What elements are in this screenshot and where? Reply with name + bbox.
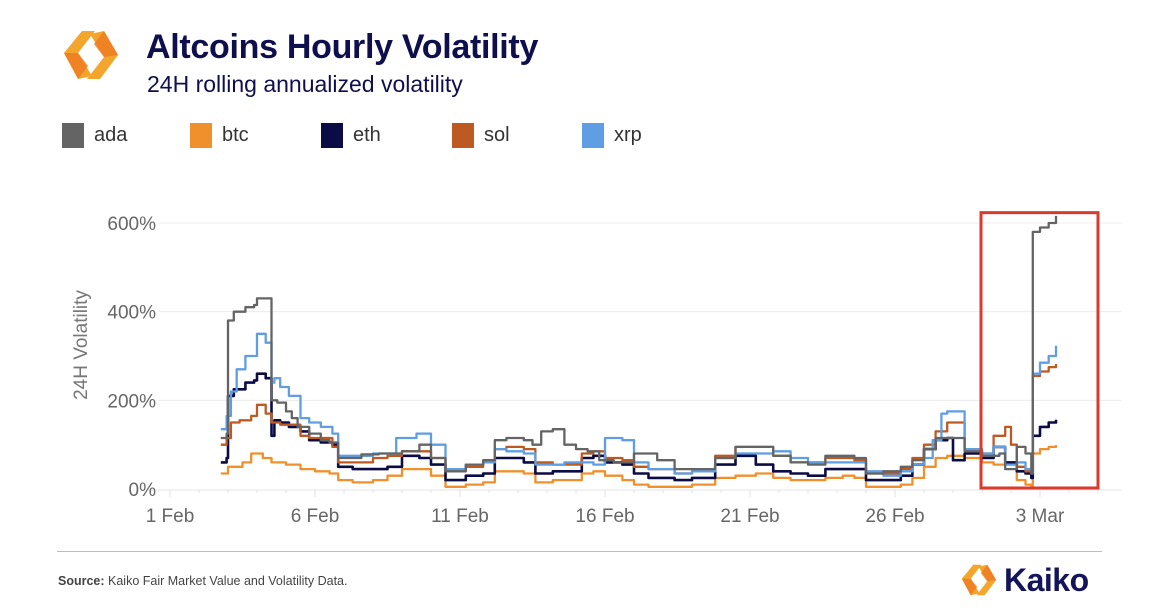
legend-item-eth: eth (321, 123, 381, 148)
x-tick-label: 21 Feb (720, 506, 779, 527)
legend-swatch-btc (190, 123, 212, 148)
legend-swatch-sol (452, 123, 474, 148)
series-line-xrp (220, 332, 1058, 477)
x-axis-labels: 1 Feb 6 Feb 11 Feb 16 Feb 21 Feb 26 Feb 3 Mar (146, 506, 1065, 527)
legend-label-xrp: xrp (614, 124, 642, 146)
brand-logo: Kaiko (958, 560, 1089, 600)
x-tick-label: 16 Feb (575, 506, 634, 527)
y-tick-label: 600% (107, 214, 156, 235)
legend-label-sol: sol (484, 124, 510, 146)
source-label: Source: (58, 574, 105, 588)
legend-swatch-eth (321, 123, 343, 148)
highlight-box (979, 211, 1100, 490)
legend-item-sol: sol (452, 123, 510, 148)
legend-item-ada: ada (62, 123, 127, 148)
series-line-ada (220, 215, 1058, 475)
volatility-chart: 0% 200% 400% 600% 1 Feb 6 Feb 11 Feb 16 Feb 21 … (71, 211, 1122, 527)
gridlines (158, 222, 1122, 401)
y-tick-label: 0% (129, 480, 157, 501)
brand-name: Kaiko (1004, 561, 1089, 598)
legend-label-ada: ada (94, 124, 128, 146)
y-axis-label: 24H Volatility (71, 290, 92, 400)
legend-swatch-ada (62, 123, 84, 148)
legend-item-btc: btc (190, 123, 249, 148)
legend-item-xrp: xrp (582, 123, 642, 148)
y-tick-label: 400% (107, 303, 156, 324)
x-tick-label: 3 Mar (1016, 506, 1065, 527)
y-axis: 0% 200% 400% 600% (107, 214, 156, 501)
kaiko-hexagon-logo-icon (961, 564, 997, 596)
series-line-eth (220, 372, 1058, 482)
chart-subtitle: 24H rolling annualized volatility (147, 71, 463, 97)
x-tick-label: 6 Feb (291, 506, 340, 527)
series-lines (220, 215, 1058, 488)
x-tick-label: 11 Feb (431, 506, 489, 527)
source-text: Kaiko Fair Market Value and Volatility D… (104, 574, 348, 588)
legend-swatch-xrp (582, 123, 604, 148)
x-tick-label: 1 Feb (146, 506, 195, 527)
x-axis (148, 489, 1122, 497)
y-tick-label: 200% (107, 391, 156, 412)
header-logo (64, 31, 118, 79)
legend-label-btc: btc (222, 124, 249, 146)
kaiko-hexagon-logo-icon (64, 31, 118, 79)
footer-divider (57, 551, 1102, 552)
chart-title: Altcoins Hourly Volatility (146, 28, 539, 66)
source-note: Source: Kaiko Fair Market Value and Vola… (58, 574, 348, 588)
x-tick-label: 26 Feb (865, 506, 924, 527)
legend-label-eth: eth (353, 124, 381, 146)
